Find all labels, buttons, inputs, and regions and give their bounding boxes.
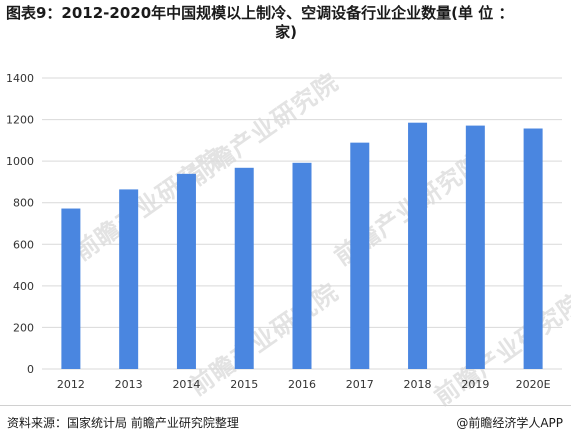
y-tick-label: 0	[27, 363, 34, 376]
bar	[234, 167, 254, 369]
bar-chart: 0 200 400 600 800 1000 1200 1400 2012 2013 2014 201…	[6, 72, 562, 391]
x-tick-label: 2018	[404, 378, 432, 391]
y-tick-label: 1000	[6, 155, 34, 168]
footer: 资料来源：国家统计局 前瞻产业研究院整理 @前瞻经济学人APP	[0, 412, 571, 434]
bar	[61, 208, 81, 369]
x-tick-label: 2013	[115, 378, 143, 391]
y-tick-label: 400	[13, 280, 34, 293]
x-tick-label: 2019	[461, 378, 489, 391]
bar	[523, 128, 543, 369]
bar	[350, 142, 370, 369]
brand-label: @前瞻经济学人APP	[456, 416, 563, 430]
bar	[176, 173, 196, 369]
bar	[292, 162, 312, 369]
x-tick-label: 2020E	[516, 378, 551, 391]
bar	[119, 189, 139, 369]
bar	[465, 125, 485, 369]
chart-title-line2: 家)	[275, 23, 297, 41]
y-tick-label: 600	[13, 238, 34, 251]
y-tick-label: 200	[13, 321, 34, 334]
y-tick-label: 800	[13, 197, 34, 210]
x-tick-label: 2012	[57, 378, 85, 391]
footer-divider	[0, 405, 571, 406]
source-note: 资料来源：国家统计局 前瞻产业研究院整理	[7, 416, 239, 430]
y-tick-label: 1200	[6, 114, 34, 127]
x-tick-label: 2014	[172, 378, 200, 391]
y-tick-label: 1400	[6, 72, 34, 85]
x-tick-label: 2016	[288, 378, 316, 391]
x-tick-label: 2015	[230, 378, 258, 391]
chart-title-line1: 图表9：2012-2020年中国规模以上制冷、空调设备行业企业数量(单 位 ：	[6, 4, 514, 22]
bar	[408, 122, 428, 369]
x-tick-label: 2017	[346, 378, 374, 391]
chart-title: 图表9：2012-2020年中国规模以上制冷、空调设备行业企业数量(单 位 ： …	[6, 4, 566, 42]
